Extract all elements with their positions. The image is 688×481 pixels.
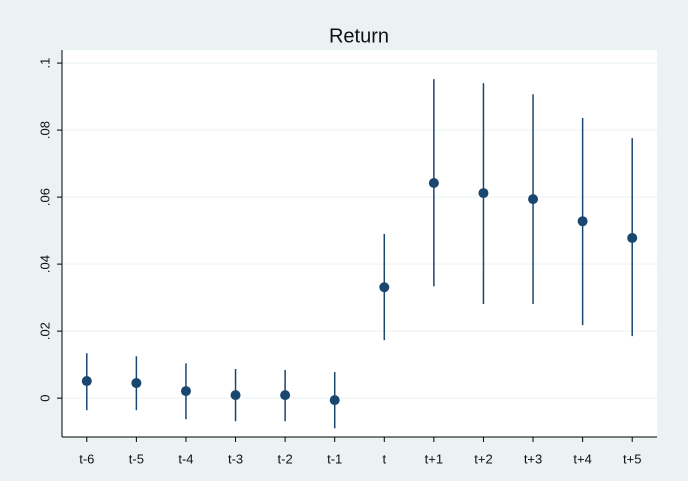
x-tick-label: t-3 (228, 451, 243, 466)
x-tick-label: t+2 (474, 451, 492, 466)
point (131, 378, 142, 389)
x-tick-label: t+5 (623, 451, 641, 466)
point (329, 395, 340, 406)
point (81, 376, 92, 387)
x-tick-label: t (382, 451, 386, 466)
x-tick-label: t-2 (278, 451, 293, 466)
point (478, 188, 489, 199)
y-tick-label: .08 (37, 121, 52, 139)
x-tick-label: t-4 (178, 451, 193, 466)
x-tick-label: t-5 (129, 451, 144, 466)
point (379, 282, 390, 293)
x-tick-label: t+4 (573, 451, 591, 466)
point (528, 194, 539, 205)
y-tick-label: .1 (37, 58, 52, 69)
x-tick-label: t-6 (79, 451, 94, 466)
point (230, 390, 241, 401)
chart-title: Return (329, 25, 389, 47)
y-tick-label: 0 (37, 395, 52, 402)
point (577, 216, 588, 227)
plot-area (62, 50, 657, 437)
point (180, 386, 191, 397)
x-tick-label: t+3 (524, 451, 542, 466)
x-tick-label: t-1 (327, 451, 342, 466)
y-tick-label: .06 (37, 188, 52, 206)
y-tick-label: .02 (37, 322, 52, 340)
x-tick-label: t+1 (425, 451, 443, 466)
point (627, 232, 638, 243)
point (428, 178, 439, 189)
point (280, 390, 291, 401)
y-tick-label: .04 (37, 255, 52, 273)
